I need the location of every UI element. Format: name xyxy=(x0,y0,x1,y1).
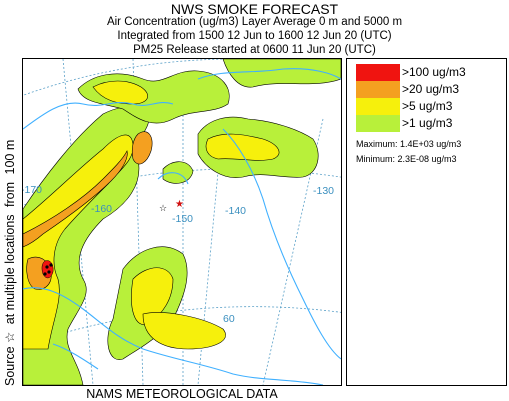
coastline xyxy=(23,68,341,385)
source-markers xyxy=(43,263,53,276)
source-star-2: ★ xyxy=(175,199,184,210)
maximum-value: Maximum: 1.4E+03 ug/m3 xyxy=(356,139,462,149)
smoke-map: ☆ ★ -170 -160 -150 -140 -130 60 xyxy=(21,59,341,385)
meridian-label: -130 xyxy=(313,185,334,197)
legend-swatch xyxy=(356,81,400,98)
meridian-label: -170 xyxy=(23,184,42,196)
legend-swatch xyxy=(356,64,400,81)
side-label-height: 100 m xyxy=(3,140,17,175)
side-label-source: Source ☆ xyxy=(3,332,17,386)
legend-label: >5 ug/m3 xyxy=(402,99,453,113)
map-panel: ☆ ★ -170 -160 -150 -140 -130 60 xyxy=(21,58,342,386)
side-label-from: from xyxy=(3,182,17,207)
meridian-label: -140 xyxy=(225,205,246,217)
smoke-level-gt100 xyxy=(41,260,54,279)
concentration-subtitle: Air Concentration (ug/m3) Layer Average … xyxy=(106,16,403,28)
legend-label: >20 ug/m3 xyxy=(402,82,460,96)
meridian-label: -150 xyxy=(172,213,193,225)
integration-period: Integrated from 1500 12 Jun to 1600 12 J… xyxy=(117,30,392,42)
forecast-title: NWS SMOKE FORECAST xyxy=(170,1,339,17)
side-label: Source ☆ at multiple locations from 100 … xyxy=(3,140,17,386)
svg-text:Source ☆ at multiple locat: Source ☆ at multiple locations from 100 … xyxy=(3,140,17,386)
legend-label: >1 ug/m3 xyxy=(402,116,453,130)
smoke-level-gt5 xyxy=(23,80,280,350)
legend-swatch xyxy=(356,98,400,115)
legend-panel: >100 ug/m3 >20 ug/m3 >5 ug/m3 >1 ug/m3 M… xyxy=(346,58,507,386)
side-label-locations: at multiple locations xyxy=(3,214,17,324)
meridian-label: -160 xyxy=(91,203,112,215)
legend-item-gt1: >1 ug/m3 xyxy=(356,115,506,132)
legend-label: >100 ug/m3 xyxy=(402,65,466,79)
parallel-label: 60 xyxy=(223,313,235,325)
legend-item-gt20: >20 ug/m3 xyxy=(356,81,506,98)
source-star-1: ☆ xyxy=(159,203,167,213)
release-start: PM25 Release started at 0600 11 Jun 20 (… xyxy=(133,44,376,56)
legend-item-gt100: >100 ug/m3 xyxy=(356,64,506,81)
meteorological-data-label: NAMS METEOROLOGICAL DATA xyxy=(86,387,278,401)
legend-swatch xyxy=(356,115,400,132)
legend-item-gt5: >5 ug/m3 xyxy=(356,98,506,115)
minimum-value: Minimum: 2.3E-08 ug/m3 xyxy=(356,154,457,164)
